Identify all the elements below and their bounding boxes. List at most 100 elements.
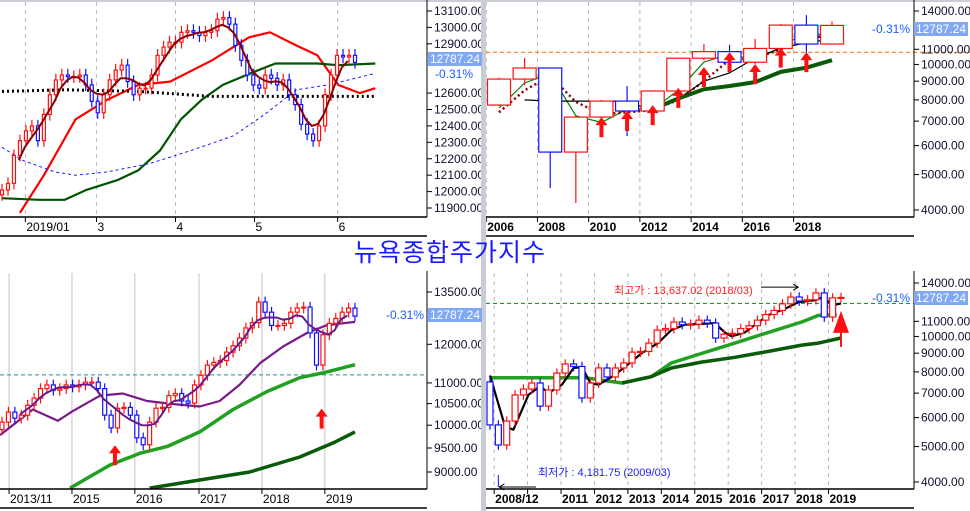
candle [691,44,717,61]
candle [569,359,578,372]
candle [770,305,778,320]
candle [494,420,502,450]
change-percent: -0.31% [434,67,474,81]
candle-body [5,411,12,423]
ma-dark-green-line [149,430,356,490]
candle-body [819,24,845,45]
candle-body [666,57,691,92]
y-tick-label: 11000.00 [434,376,481,390]
candle-body [333,317,339,324]
candle [743,38,768,64]
change-percent: -0.31% [871,291,910,305]
candle [191,24,196,39]
candle [256,296,262,328]
change-percent: -0.31% [385,308,424,322]
candle-body [143,87,148,90]
candle-body [636,350,645,354]
y-tick-label: 5000.00 [921,440,965,454]
candle-body [494,424,502,446]
candle [5,406,12,428]
y-tick-label: 9000.00 [921,346,965,360]
candle-body [0,421,5,431]
candle-body [251,74,256,86]
candle [147,416,153,451]
candle [829,293,837,322]
candle-body [47,94,52,116]
candle-body [221,16,226,20]
y-tick-label: 13000.00 [434,20,481,34]
candle-body [35,125,40,142]
x-tick-label: 2013/11 [10,492,53,506]
candle [794,15,819,54]
candle-body [44,384,50,390]
candle-body [691,51,717,59]
x-tick-label: 2018 [795,220,822,234]
y-tick-label: 12400.00 [434,119,481,133]
candle-body [114,407,121,429]
candle [313,327,320,371]
candle [197,25,202,43]
candle-body [753,319,762,327]
x-tick-label: 6 [339,220,346,234]
up-arrow-icon [833,310,849,347]
candle-body [553,372,561,391]
last-price-label: 12787.24 [914,291,968,305]
x-tick-label: 2015 [696,492,723,506]
y-tick-label: 12500.00 [434,103,481,117]
x-tick-label: 2008 [538,220,565,234]
candle-body [603,367,611,378]
x-tick-label: 2008/12 [495,492,539,506]
candle-body [275,324,281,328]
x-tick-label: 2014 [662,492,689,506]
candle [155,49,160,82]
ma-purple-line [0,320,356,436]
candle [695,315,703,330]
candle-body [728,332,736,335]
candle [346,49,352,64]
candle [12,406,18,424]
candle-body [346,54,352,58]
candle-body [614,100,640,112]
short-ma-line [19,314,348,427]
y-tick-label: 12600.00 [434,86,481,100]
candle-body [41,113,46,142]
candle [203,25,208,43]
candle [215,12,220,38]
candle [820,288,828,322]
candle-body [762,313,770,321]
y-tick-label: 11000.00 [921,42,970,56]
candle-body [794,24,819,45]
candle-body [262,301,268,313]
candle-body [211,361,217,366]
x-tick-label: 2015 [73,492,100,506]
candle-body [544,389,553,407]
candle-body [281,322,287,327]
ma-green-line [490,312,837,385]
candle [41,108,46,147]
candle-body [712,322,720,339]
candle-body [803,299,812,302]
x-tick-label: 2019 [829,492,856,506]
x-tick-label: 2017 [763,492,790,506]
y-tick-label: 4000.00 [921,203,965,217]
candle [753,315,762,331]
y-tick-label: 12200.00 [434,152,481,166]
candle [166,390,172,413]
candle-body [131,80,136,96]
panel-divider-vertical [481,0,486,511]
candle [127,402,133,421]
short-ma-line [17,23,349,161]
candle-body [5,182,11,191]
candle [275,320,281,331]
y-tick-label: 6000.00 [921,411,965,425]
candle [125,58,130,88]
up-arrow-icon [672,87,685,108]
candle [720,329,728,343]
up-arrow-icon [800,52,813,73]
candle [553,368,561,395]
candle [334,49,340,82]
up-arrow-icon [595,117,608,138]
chart-title: 뉴욕종합주가지수 [353,238,546,267]
candle-body [185,400,191,404]
candle [538,67,563,189]
